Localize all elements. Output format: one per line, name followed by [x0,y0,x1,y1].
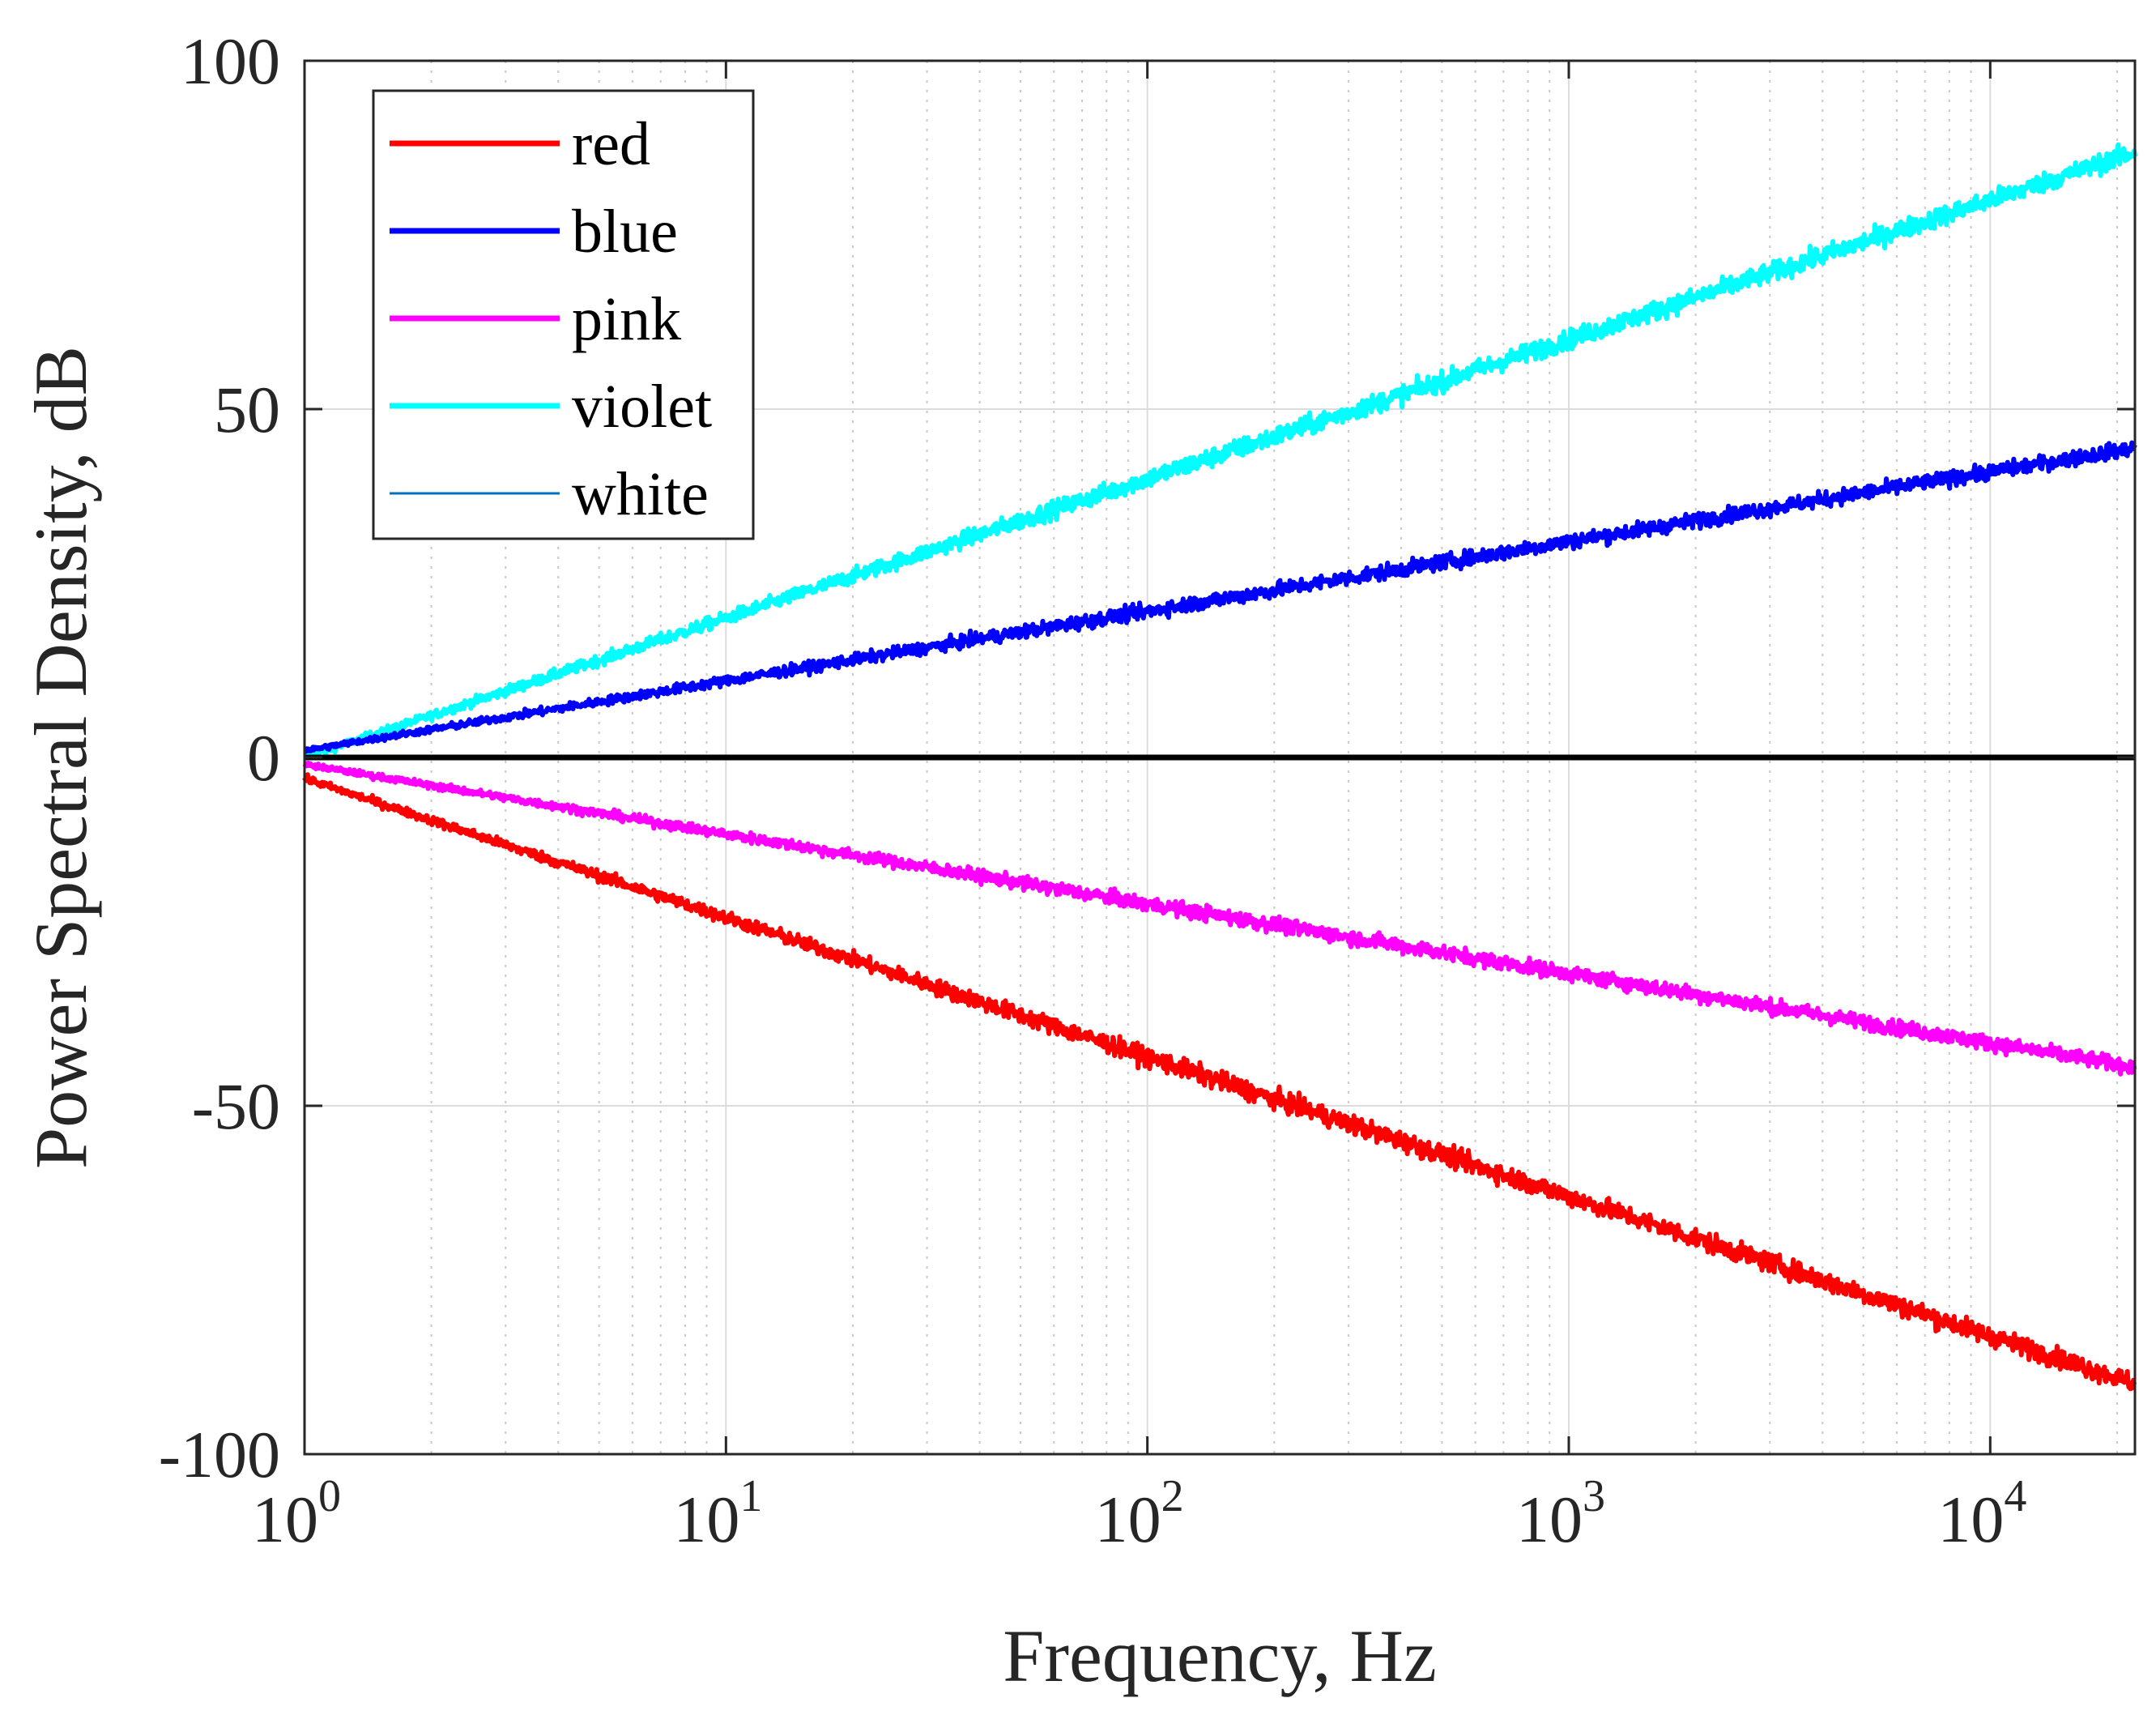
x-axis-title: Frequency, Hz [1003,1615,1437,1697]
y-tick-label: -100 [159,1418,280,1491]
series-layer [302,142,2137,1392]
series-pink [302,760,2137,1077]
y-tick-label: 100 [181,24,280,98]
legend-label-red: red [572,110,650,178]
x-tick-label: 103 [1516,1471,1605,1556]
y-tick-label: 0 [247,721,280,795]
series-violet [302,142,2137,760]
legend-label-blue: blue [572,198,678,266]
legend-label-pink: pink [572,285,681,353]
y-tick-label: -50 [192,1069,280,1143]
y-axis-title: Power Spectral Density, dB [19,346,102,1169]
series-red [302,772,2137,1392]
x-tick-label: 100 [252,1471,341,1556]
axis-ticks [303,59,2135,1456]
x-tick-label: 104 [1937,1471,2026,1556]
series-blue [302,440,2137,754]
x-tick-label: 101 [673,1471,762,1556]
legend-label-white: white [572,460,709,528]
legend: red blue pink violet white [372,89,755,540]
x-tick-labels: 100 101 102 103 104 [252,1471,2026,1556]
x-tick-label: 102 [1095,1471,1184,1556]
legend-box [372,89,755,540]
y-tick-label: 50 [214,373,280,446]
y-tick-labels: 100 50 0 -50 -100 [159,24,280,1491]
legend-label-violet: violet [572,373,712,441]
